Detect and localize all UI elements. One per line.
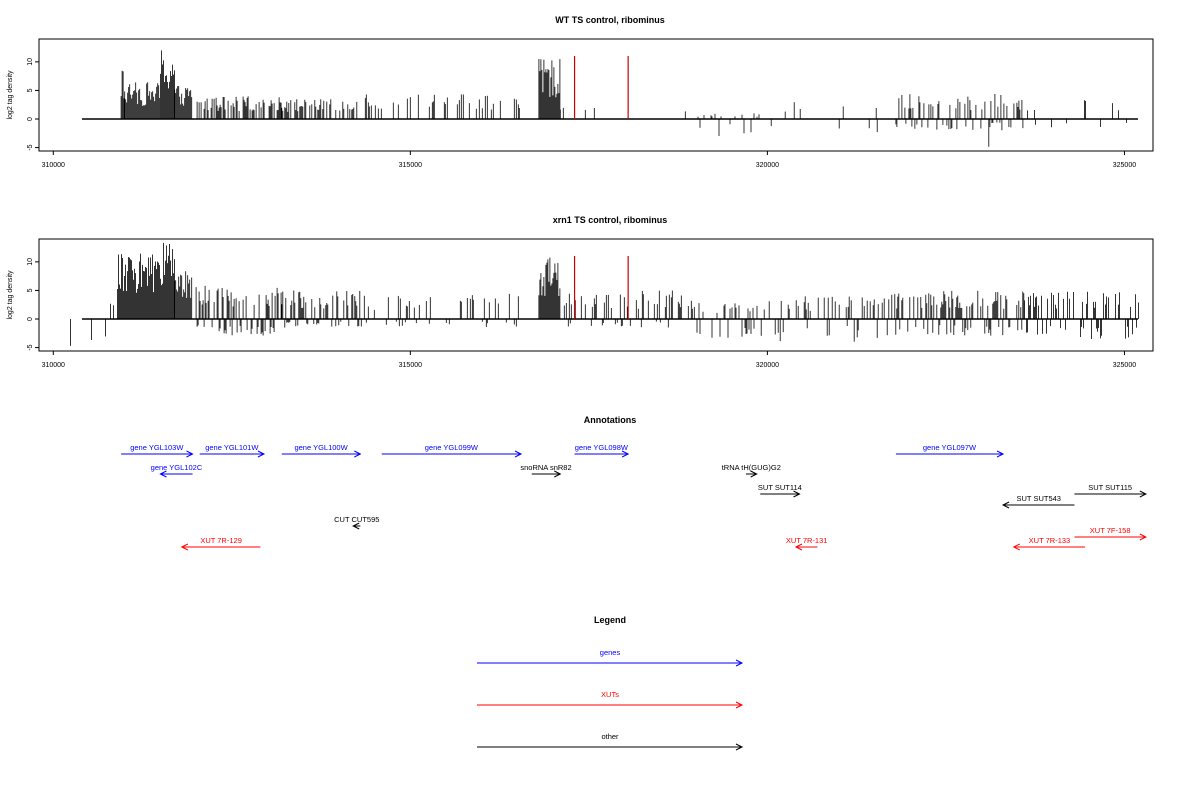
xrn1-bars (70, 242, 1139, 346)
xrn1-y-tick-label: 10 (27, 258, 34, 266)
annotation-label: SUT SUT543 (1017, 494, 1061, 503)
annotation-arrow-head (514, 450, 523, 458)
annotation-xut: XUT 7R-131 (786, 536, 828, 551)
annotation-arrow-head (1001, 501, 1010, 509)
annotation-gene: gene YGL097W (895, 443, 1005, 458)
annotation-arrow-head (1139, 490, 1147, 498)
annotation-gene: gene YGL100W (281, 443, 362, 458)
wt-x-tick-label: 315000 (399, 162, 422, 169)
wt-x-tick-label: 310000 (42, 162, 65, 169)
legend-label: genes (600, 648, 621, 657)
annotation-gene: gene YGL103W (121, 443, 194, 458)
wt-y-axis-label: log2 tag density (7, 70, 14, 120)
legend-title: Legend (594, 615, 626, 625)
annotation-gene: gene YGL101W (199, 443, 266, 458)
annotation-arrow-head (554, 470, 562, 478)
annotation-label: gene YGL098W (575, 443, 629, 452)
annotation-label: XUT 7R-129 (200, 536, 242, 545)
wt-x-tick-label: 320000 (756, 162, 779, 169)
annotation-arrow-head (257, 450, 266, 458)
wt-bars (82, 50, 1138, 147)
legend-arrow-head (735, 743, 744, 751)
annotation-xut: XUT 7R-133 (1012, 536, 1086, 551)
annotation-label: XUT 7R-131 (786, 536, 828, 545)
annotation-arrow-head (354, 450, 362, 458)
annotation-arrow-head (750, 470, 758, 478)
annotation-items: gene YGL103W gene YGL102C gene YGL101W gene… (121, 443, 1147, 551)
annotation-arrow-head (793, 490, 801, 498)
annotation-label: gene YGL102C (151, 463, 203, 472)
annotation-label: SUT SUT115 (1088, 483, 1132, 492)
annotation-gene: gene YGL098W (574, 443, 630, 458)
xrn1-y-tick-label: 0 (27, 317, 34, 321)
xrn1-panel: xrn1 TS control, ribominus log2 tag dens… (7, 215, 1154, 369)
wt-y-tick-label: 0 (27, 117, 34, 121)
legend-item-xut: XUTs (477, 690, 744, 709)
xrn1-panel-title: xrn1 TS control, ribominus (553, 215, 668, 225)
legend-arrow-head (735, 659, 744, 667)
annotation-label: snoRNA snR82 (520, 463, 571, 472)
legend: Legend genes XUTs other (477, 615, 744, 751)
annotation-label: XUT 7R-133 (1029, 536, 1071, 545)
annotation-arrow-head (621, 450, 630, 458)
xrn1-y-tick-label: -5 (27, 344, 34, 350)
annotation-arrow-head (180, 543, 189, 551)
wt-y-tick-label: 5 (27, 88, 34, 92)
annotation-other: tRNA tH(GUG)G2 (722, 463, 781, 478)
annotation-label: gene YGL097W (923, 443, 977, 452)
legend-items: genes XUTs other (477, 648, 744, 751)
annotation-arrow-head (1139, 533, 1147, 541)
annotation-label: gene YGL100W (294, 443, 348, 452)
xrn1-y-axis-label: log2 tag density (7, 270, 14, 320)
annotation-other: CUT CUT595 (334, 515, 379, 530)
wt-plot-frame (38, 38, 1154, 152)
annotation-label: tRNA tH(GUG)G2 (722, 463, 781, 472)
wt-y-tick-label: 10 (27, 58, 34, 66)
annotation-xut: XUT 7R-129 (180, 536, 261, 551)
annotation-label: gene YGL099W (425, 443, 479, 452)
wt-y-tick-label: -5 (27, 144, 34, 150)
annotation-label: SUT SUT114 (758, 483, 802, 492)
xrn1-x-tick-label: 325000 (1113, 362, 1136, 369)
annotation-label: CUT CUT595 (334, 515, 379, 524)
annotation-other: SUT SUT543 (1001, 494, 1075, 509)
annotation-xut: XUT 7F-158 (1074, 526, 1147, 541)
annotation-other: snoRNA snR82 (520, 463, 572, 478)
annotations-title: Annotations (584, 415, 637, 425)
annotation-arrow-head (1012, 543, 1020, 551)
annotation-gene: gene YGL102C (151, 463, 203, 478)
annotation-arrow-head (794, 543, 803, 551)
annotation-arrow-head (996, 450, 1005, 458)
wt-panel-title: WT TS control, ribominus (555, 15, 665, 25)
annotation-other: SUT SUT115 (1074, 483, 1147, 498)
legend-arrow-head (735, 701, 744, 709)
xrn1-x-tick-label: 320000 (756, 362, 779, 369)
annotation-arrow-head (159, 470, 167, 478)
legend-item-gene: genes (477, 648, 744, 667)
xrn1-x-tick-label: 315000 (399, 362, 422, 369)
wt-x-tick-label: 325000 (1113, 162, 1136, 169)
annotation-arrow-head (352, 522, 360, 530)
annotation-label: XUT 7F-158 (1090, 526, 1131, 535)
annotation-gene: gene YGL099W (381, 443, 523, 458)
legend-item-other: other (477, 732, 744, 751)
xrn1-axes: 310000 315000 320000 325000 -5 0 5 10 (27, 258, 1136, 369)
annotation-arrow-head (186, 450, 194, 458)
wt-axes: 310000 315000 320000 325000 -5 0 5 10 (27, 58, 1136, 169)
legend-label: other (601, 732, 619, 741)
annotation-label: gene YGL101W (205, 443, 259, 452)
xrn1-x-tick-label: 310000 (42, 362, 65, 369)
wt-panel: WT TS control, ribominus log2 tag densit… (7, 15, 1154, 169)
legend-label: XUTs (601, 690, 619, 699)
annotation-other: SUT SUT114 (758, 483, 802, 498)
annotation-label: gene YGL103W (130, 443, 184, 452)
xrn1-y-tick-label: 5 (27, 288, 34, 292)
xrn1-plot-frame (38, 238, 1154, 352)
